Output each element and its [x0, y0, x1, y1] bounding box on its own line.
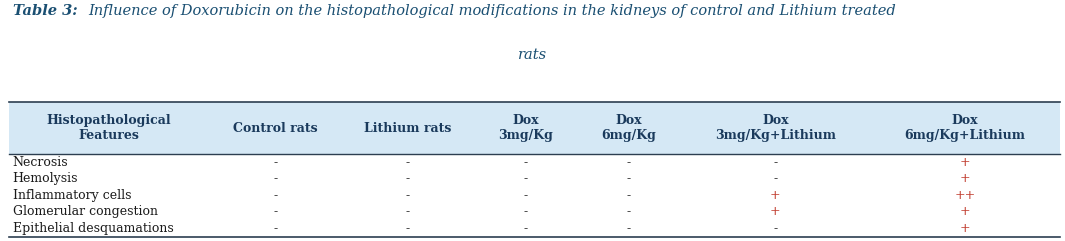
Text: Control rats: Control rats [233, 122, 318, 135]
Text: -: - [523, 189, 527, 202]
Text: -: - [773, 222, 777, 235]
Text: -: - [627, 222, 630, 235]
Text: -: - [274, 189, 278, 202]
Text: -: - [406, 222, 410, 235]
Text: -: - [406, 156, 410, 169]
Text: -: - [406, 205, 410, 218]
Text: -: - [627, 173, 630, 186]
Text: ++: ++ [954, 189, 976, 202]
Text: Table 3:: Table 3: [13, 4, 82, 18]
Text: -: - [773, 156, 777, 169]
Text: +: + [770, 205, 781, 218]
Text: Influence of Doxorubicin on the histopathological modifications in the kidneys o: Influence of Doxorubicin on the histopat… [88, 4, 896, 18]
Text: -: - [523, 205, 527, 218]
Text: -: - [274, 205, 278, 218]
Text: -: - [773, 173, 777, 186]
Text: -: - [523, 173, 527, 186]
Text: -: - [627, 189, 630, 202]
Text: -: - [627, 156, 630, 169]
Text: -: - [406, 189, 410, 202]
Text: -: - [274, 222, 278, 235]
Text: Epithelial desquamations: Epithelial desquamations [13, 222, 174, 235]
Text: Glomerular congestion: Glomerular congestion [13, 205, 158, 218]
Text: Lithium rats: Lithium rats [364, 122, 452, 135]
Text: Dox
3mg/Kg: Dox 3mg/Kg [498, 114, 553, 142]
Text: +: + [960, 156, 970, 169]
Text: -: - [274, 173, 278, 186]
Text: Histopathological
Features: Histopathological Features [47, 114, 171, 142]
Text: Dox
6mg/Kg: Dox 6mg/Kg [602, 114, 656, 142]
Text: Hemolysis: Hemolysis [13, 173, 79, 186]
Text: rats: rats [518, 48, 547, 62]
Text: +: + [960, 173, 970, 186]
Text: -: - [523, 222, 527, 235]
Text: Necrosis: Necrosis [13, 156, 68, 169]
Text: -: - [627, 205, 630, 218]
Text: +: + [770, 189, 781, 202]
Text: -: - [523, 156, 527, 169]
Text: +: + [960, 205, 970, 218]
Text: Dox
3mg/Kg+Lithium: Dox 3mg/Kg+Lithium [715, 114, 836, 142]
Text: +: + [960, 222, 970, 235]
Text: Dox
6mg/Kg+Lithium: Dox 6mg/Kg+Lithium [904, 114, 1026, 142]
Text: -: - [274, 156, 278, 169]
Text: Inflammatory cells: Inflammatory cells [13, 189, 131, 202]
Text: -: - [406, 173, 410, 186]
Bar [9, 102, 1060, 154]
